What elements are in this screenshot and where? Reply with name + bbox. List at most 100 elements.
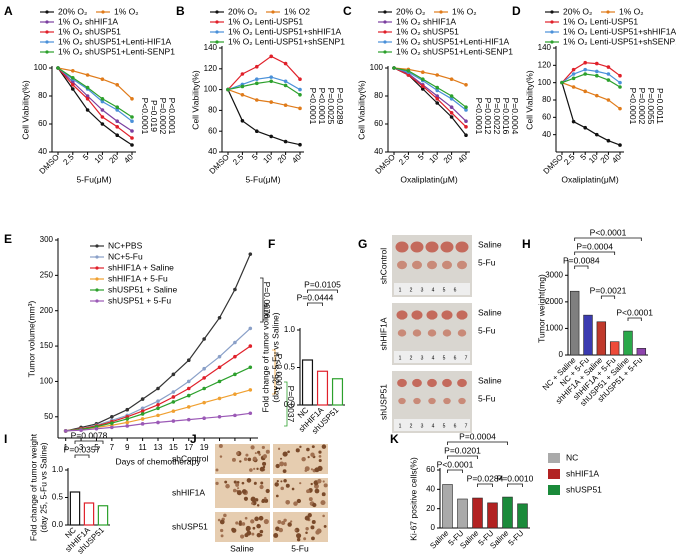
data-point xyxy=(269,75,274,79)
y-tick-label: 60 xyxy=(374,119,383,128)
legend-marker xyxy=(95,288,99,292)
p-value: P<0.0001 xyxy=(616,307,653,317)
data-point xyxy=(464,119,468,123)
tumor xyxy=(398,397,406,405)
row-label: Saline xyxy=(478,375,502,385)
data-point xyxy=(217,414,222,419)
nucleus xyxy=(245,453,249,457)
legend-marker xyxy=(95,266,99,270)
p-value: P<0.0001 xyxy=(317,88,327,125)
x-tick-label: 20 xyxy=(442,152,455,165)
legend-marker xyxy=(215,20,219,24)
x-tick-label: 3 xyxy=(79,443,84,452)
data-point xyxy=(156,386,160,391)
nucleus xyxy=(243,496,249,501)
legend-marker xyxy=(383,10,387,14)
ruler-number: 1 xyxy=(399,287,402,293)
nucleus xyxy=(236,490,242,496)
data-point xyxy=(71,76,75,80)
legend-label: shHIF1A + Saline xyxy=(108,262,174,272)
bar xyxy=(569,290,580,356)
data-point xyxy=(100,122,105,126)
nucleus xyxy=(320,500,326,506)
legend-marker xyxy=(45,50,49,54)
p-value: P=0.0012 xyxy=(483,98,493,135)
nucleus xyxy=(260,481,264,485)
nucleus xyxy=(283,462,287,465)
bar xyxy=(97,505,109,526)
ruler-number: 2 xyxy=(410,423,413,429)
nucleus xyxy=(278,527,284,533)
data-point xyxy=(248,252,253,256)
row-label: 5-Fu xyxy=(478,257,496,267)
y-tick-label: 120 xyxy=(204,64,218,73)
nucleus xyxy=(310,468,313,471)
ruler-number: 5 xyxy=(443,287,446,293)
data-point xyxy=(85,108,90,112)
bar xyxy=(623,330,633,356)
nucleus xyxy=(307,456,310,459)
y-tick-label: 40 xyxy=(542,130,551,139)
y-tick-label: 60 xyxy=(38,119,47,128)
series-line xyxy=(57,67,133,146)
bracket xyxy=(447,469,463,473)
p-value: P<0.0001 xyxy=(308,88,318,125)
data-point xyxy=(571,76,576,81)
legend-label: 20% O₂ xyxy=(58,6,87,16)
nucleus xyxy=(259,466,265,472)
panel-letter: I xyxy=(4,432,7,446)
legend-marker xyxy=(45,10,49,14)
ruler-number: 2 xyxy=(410,287,413,293)
data-point xyxy=(115,83,119,87)
data-point xyxy=(406,69,411,73)
data-point xyxy=(464,83,468,87)
ruler xyxy=(394,419,470,431)
x-tick-label: 40 xyxy=(290,152,303,165)
nucleus xyxy=(259,533,263,537)
tumor xyxy=(442,329,452,337)
ruler-number: 5 xyxy=(443,423,446,429)
data-point xyxy=(156,413,160,418)
nucleus xyxy=(296,537,301,542)
nucleus xyxy=(235,482,240,487)
tumor xyxy=(443,397,451,405)
legend-label: 1% O₂ shUSP51+Lenti-SENP1 xyxy=(396,46,513,56)
data-point xyxy=(298,87,302,92)
x-tick-label: 5 xyxy=(94,443,99,452)
nucleus xyxy=(303,537,307,541)
legend-label: shHIF1A + 5-Fu xyxy=(108,273,168,283)
data-point xyxy=(240,84,245,89)
group-label: shUSP51 xyxy=(172,521,208,531)
p-value: P=0.0037 xyxy=(286,386,296,423)
nucleus xyxy=(241,481,245,485)
nucleus xyxy=(305,531,308,535)
data-point xyxy=(606,138,611,143)
y-tick-label: 0.5 xyxy=(284,363,296,372)
ruler-number: 3 xyxy=(421,287,424,293)
nucleus xyxy=(275,494,279,498)
series-line xyxy=(393,67,467,122)
p-value: P<0.0001 xyxy=(140,98,150,135)
data-point xyxy=(100,115,105,119)
data-point xyxy=(202,386,206,391)
p-value: P<0.0001 xyxy=(474,98,484,135)
legend-label: 1% O₂ Lenti-USP51+shHIF1A xyxy=(563,26,676,36)
data-point xyxy=(571,72,576,76)
bar xyxy=(83,502,95,526)
p-value: P=0.0021 xyxy=(590,285,627,295)
nucleus xyxy=(299,445,302,449)
data-point xyxy=(186,405,191,409)
data-point xyxy=(125,417,130,421)
series-line xyxy=(227,76,301,91)
data-point xyxy=(202,376,206,380)
x-tick-label: 5-FU xyxy=(506,528,525,547)
data-point xyxy=(606,72,611,76)
tumor xyxy=(427,329,437,337)
nucleus xyxy=(318,454,322,458)
row-label: 5-Fu xyxy=(478,393,496,403)
panel-letter: D xyxy=(512,4,521,18)
tumor xyxy=(412,378,422,388)
tumor xyxy=(458,397,466,405)
data-point xyxy=(269,79,274,84)
bracket xyxy=(74,440,104,444)
